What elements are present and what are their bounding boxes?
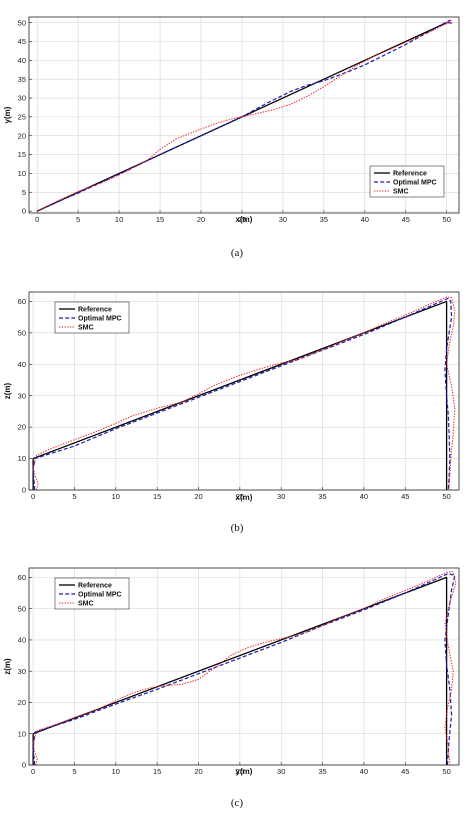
x-tick-label: 30 bbox=[277, 492, 285, 501]
chart-2: 0 5 10 15 20 25 30 35 40 45 50 0 10 20 30 40 50 60 Referen… bbox=[3, 291, 460, 534]
axes-frame bbox=[28, 16, 460, 214]
y-tick-label: 40 bbox=[18, 636, 26, 645]
y-axis-label: z(m) bbox=[3, 658, 12, 675]
x-tick-label: 20 bbox=[194, 492, 202, 501]
legend: Reference Optimal MPC SMC bbox=[54, 301, 130, 334]
x-tick-label: 30 bbox=[279, 215, 287, 224]
x-tick-label: 35 bbox=[320, 215, 328, 224]
x-axis-label: x(m) bbox=[236, 493, 253, 502]
legend-entry: SMC bbox=[393, 189, 409, 196]
axes-frame bbox=[28, 291, 460, 491]
y-tick-label: 25 bbox=[18, 112, 26, 121]
x-tick-label: 10 bbox=[112, 492, 120, 501]
y-tick-label: 60 bbox=[18, 573, 26, 582]
x-tick-label: 35 bbox=[318, 492, 326, 501]
x-tick-label: 20 bbox=[194, 767, 202, 776]
x-tick-label: 40 bbox=[361, 215, 369, 224]
series-line-smc bbox=[36, 19, 453, 212]
x-axis-label: y(m) bbox=[236, 767, 253, 776]
x-tick-label: 25 bbox=[238, 215, 246, 224]
legend-entry: SMC bbox=[78, 325, 94, 332]
y-tick-label: 20 bbox=[18, 423, 26, 432]
x-tick-label: 35 bbox=[318, 767, 326, 776]
legend-entry: Optimal MPC bbox=[393, 180, 437, 187]
chart-1: 0 5 10 15 20 25 30 35 40 45 50 0 5 10 15 20 25 30 35 40 45 50… bbox=[3, 16, 460, 259]
y-tick-label: 30 bbox=[18, 667, 26, 676]
y-tick-label: 0 bbox=[22, 761, 26, 770]
legend: Reference Optimal MPC SMC bbox=[369, 165, 445, 198]
y-tick-label: 30 bbox=[18, 94, 26, 103]
y-tick-label: 10 bbox=[18, 729, 26, 738]
x-tick-label: 45 bbox=[401, 492, 409, 501]
x-tick-label: 15 bbox=[153, 767, 161, 776]
x-tick-label: 15 bbox=[153, 492, 161, 501]
x-tick-label: 50 bbox=[442, 492, 450, 501]
y-tick-label: 50 bbox=[18, 18, 26, 27]
series-line-smc bbox=[32, 571, 457, 765]
y-tick-label: 15 bbox=[18, 150, 26, 159]
series-line-optimal-mpc bbox=[32, 297, 453, 490]
legend-entry: SMC bbox=[78, 601, 94, 608]
x-tick-label: 50 bbox=[442, 767, 450, 776]
x-tick-label: 5 bbox=[72, 767, 76, 776]
x-tick-label: 40 bbox=[360, 492, 368, 501]
y-tick-label: 10 bbox=[18, 454, 26, 463]
y-tick-label: 30 bbox=[18, 391, 26, 400]
x-tick-label: 0 bbox=[35, 215, 39, 224]
y-tick-label: 40 bbox=[18, 360, 26, 369]
legend-entry: Optimal MPC bbox=[78, 592, 122, 599]
x-tick-label: 45 bbox=[402, 215, 410, 224]
y-tick-label: 50 bbox=[18, 328, 26, 337]
y-tick-label: 0 bbox=[22, 486, 26, 495]
x-tick-label: 5 bbox=[72, 492, 76, 501]
figure-caption: (c) bbox=[231, 797, 244, 809]
figure-caption: (b) bbox=[231, 522, 244, 534]
x-tick-label: 45 bbox=[401, 767, 409, 776]
x-tick-label: 5 bbox=[76, 215, 80, 224]
legend-entry: Reference bbox=[393, 171, 427, 178]
series-line-optimal-mpc bbox=[32, 573, 456, 765]
x-tick-label: 20 bbox=[197, 215, 205, 224]
x-tick-label: 40 bbox=[360, 767, 368, 776]
chart-3: 0 5 10 15 20 25 30 35 40 45 50 0 10 20 30 40 50 60 Referen… bbox=[3, 567, 460, 809]
y-tick-label: 50 bbox=[18, 604, 26, 613]
legend-entry: Optimal MPC bbox=[78, 316, 122, 323]
x-tick-label: 0 bbox=[31, 492, 35, 501]
y-axis-label: y(m) bbox=[3, 106, 12, 123]
x-tick-label: 0 bbox=[31, 767, 35, 776]
x-tick-label: 25 bbox=[236, 492, 244, 501]
x-tick-label: 50 bbox=[443, 215, 451, 224]
x-axis-label: x(m) bbox=[236, 215, 253, 224]
series-line-smc bbox=[32, 296, 456, 490]
y-tick-label: 20 bbox=[18, 698, 26, 707]
series-group bbox=[32, 571, 457, 765]
x-tick-label: 15 bbox=[156, 215, 164, 224]
legend: Reference Optimal MPC SMC bbox=[54, 577, 130, 610]
series-group bbox=[32, 296, 456, 490]
legend-entry: Reference bbox=[78, 307, 112, 314]
x-tick-label: 25 bbox=[236, 767, 244, 776]
legend-entry: Reference bbox=[78, 583, 112, 590]
y-tick-label: 35 bbox=[18, 75, 26, 84]
y-tick-label: 5 bbox=[22, 188, 26, 197]
axes-frame bbox=[28, 567, 460, 766]
y-tick-label: 10 bbox=[18, 169, 26, 178]
x-tick-label: 10 bbox=[115, 215, 123, 224]
y-tick-label: 20 bbox=[18, 131, 26, 140]
y-axis-label: z(m) bbox=[3, 382, 12, 399]
y-tick-label: 60 bbox=[18, 297, 26, 306]
figure-caption: (a) bbox=[231, 247, 244, 259]
x-tick-label: 10 bbox=[112, 767, 120, 776]
y-tick-label: 0 bbox=[22, 207, 26, 216]
y-tick-label: 45 bbox=[18, 37, 26, 46]
series-group bbox=[36, 19, 453, 212]
series-line-optimal-mpc bbox=[36, 19, 453, 212]
y-tick-label: 40 bbox=[18, 56, 26, 65]
x-tick-label: 30 bbox=[277, 767, 285, 776]
